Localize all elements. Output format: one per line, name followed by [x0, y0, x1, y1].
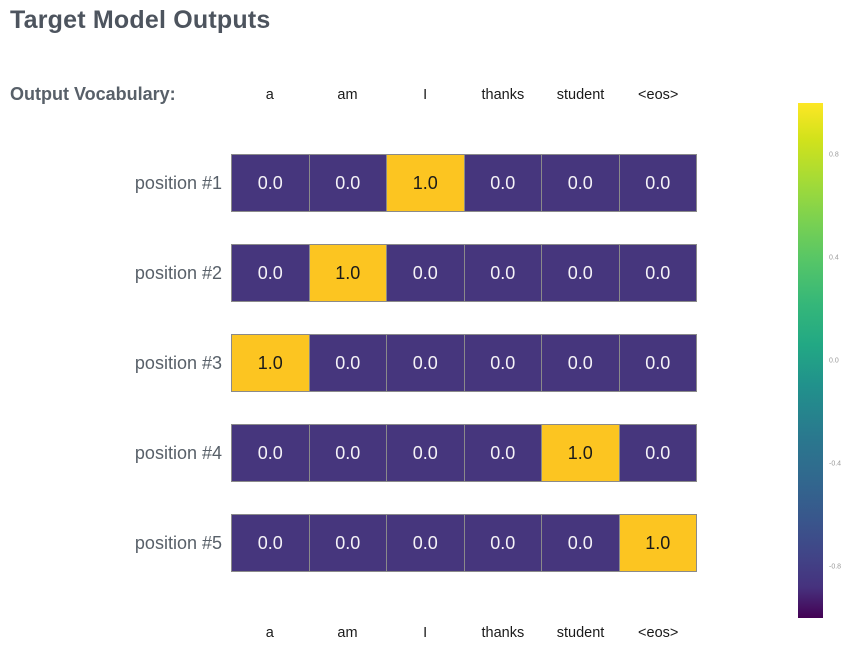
- vocab-label: am: [337, 87, 358, 103]
- heatmap-cell: 0.0: [542, 155, 620, 211]
- heatmap-cell: 0.0: [464, 425, 542, 481]
- heatmap-cell: 0.0: [619, 335, 696, 391]
- heatmap-row: position #1 0.0 0.0 1.0 0.0 0.0 0.0: [0, 154, 697, 212]
- heatmap-cell: 0.0: [464, 245, 542, 301]
- heatmap-cell: 1.0: [619, 515, 696, 571]
- colorbar-tick-label: -0.4: [829, 460, 842, 467]
- vocab-label: student: [556, 87, 605, 103]
- heatmap-cell: 0.0: [619, 155, 696, 211]
- vocab-label: a: [265, 87, 274, 103]
- heatmap-grid: 0.0 0.0 0.0 0.0 1.0 0.0: [231, 424, 697, 482]
- heatmap-cell: 0.0: [464, 515, 542, 571]
- heatmap-row: position #2 0.0 1.0 0.0 0.0 0.0 0.0: [0, 244, 697, 302]
- heatmap-cell: 0.0: [387, 335, 465, 391]
- heatmap-cell: 0.0: [232, 515, 310, 571]
- heatmap-cell: 0.0: [464, 155, 542, 211]
- vocab-label: student: [556, 625, 605, 641]
- heatmap-cell: 1.0: [542, 425, 620, 481]
- heatmap-cell: 0.0: [309, 515, 387, 571]
- heatmap-cell: 0.0: [619, 425, 696, 481]
- heatmap-cell: 1.0: [387, 155, 465, 211]
- heatmap-row: position #5 0.0 0.0 0.0 0.0 0.0 1.0: [0, 514, 697, 572]
- heatmap-cell: 0.0: [387, 515, 465, 571]
- heatmap-grid: 1.0 0.0 0.0 0.0 0.0 0.0: [231, 334, 697, 392]
- heatmap-grid: 0.0 0.0 0.0 0.0 0.0 1.0: [231, 514, 697, 572]
- heatmap-row: position #3 1.0 0.0 0.0 0.0 0.0 0.0: [0, 334, 697, 392]
- colorbar-tick-label: 0.4: [829, 254, 839, 261]
- heatmap-cell: 0.0: [542, 245, 620, 301]
- vocab-label: I: [423, 87, 428, 103]
- colorbar-tick-label: 0.0: [829, 357, 839, 364]
- heatmap-cell: 0.0: [232, 155, 310, 211]
- vocab-label: thanks: [481, 625, 525, 641]
- heatmap-cell: 0.0: [232, 425, 310, 481]
- heatmap-cell: 0.0: [309, 155, 387, 211]
- page-title: Target Model Outputs: [10, 6, 271, 34]
- heatmap-cell: 0.0: [619, 245, 696, 301]
- heatmap-grid: 0.0 0.0 1.0 0.0 0.0 0.0: [231, 154, 697, 212]
- viridis-colorbar: [798, 103, 823, 618]
- colorbar-tick-label: -0.8: [829, 563, 842, 570]
- vocab-label: a: [265, 625, 274, 641]
- position-row-label: position #2: [134, 263, 222, 283]
- position-row-label: position #3: [134, 353, 222, 373]
- heatmap-grid: 0.0 1.0 0.0 0.0 0.0 0.0: [231, 244, 697, 302]
- output-vocabulary-label: Output Vocabulary:: [10, 84, 176, 104]
- heatmap-cell: 1.0: [309, 245, 387, 301]
- vocab-label: <eos>: [638, 625, 679, 641]
- heatmap-cell: 1.0: [232, 335, 310, 391]
- vocab-label: am: [337, 625, 358, 641]
- colorbar-tick-label: 0.8: [829, 151, 839, 158]
- heatmap-cell: 0.0: [309, 425, 387, 481]
- heatmap-cell: 0.0: [464, 335, 542, 391]
- heatmap-cell: 0.0: [232, 245, 310, 301]
- heatmap-cell: 0.0: [387, 425, 465, 481]
- heatmap-cell: 0.0: [542, 515, 620, 571]
- vocab-label: thanks: [481, 87, 525, 103]
- heatmap-cell: 0.0: [387, 245, 465, 301]
- position-row-label: position #4: [134, 443, 222, 463]
- position-row-label: position #5: [134, 533, 222, 553]
- heatmap-row: position #4 0.0 0.0 0.0 0.0 1.0 0.0: [0, 424, 697, 482]
- heatmap-cell: 0.0: [309, 335, 387, 391]
- position-row-label: position #1: [134, 173, 222, 193]
- vocab-label: <eos>: [638, 87, 679, 103]
- heatmap-cell: 0.0: [542, 335, 620, 391]
- vocab-label: I: [423, 625, 428, 641]
